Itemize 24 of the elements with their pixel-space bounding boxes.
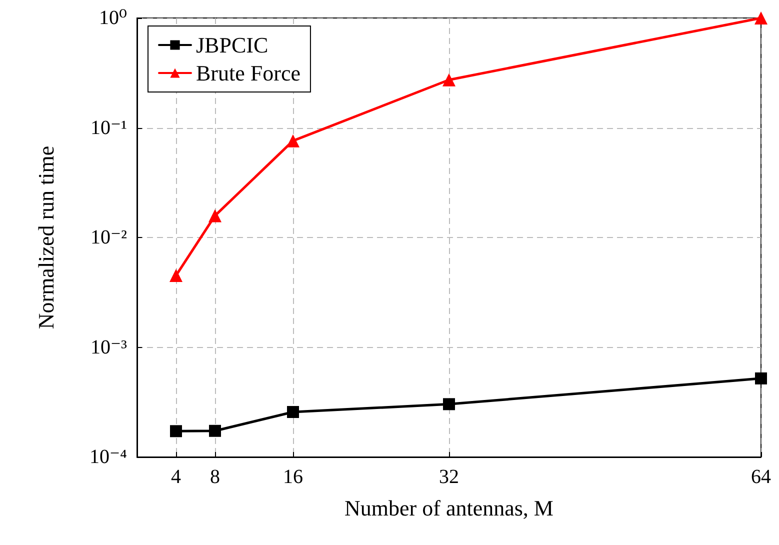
point [754, 12, 768, 24]
x-tick-label: 4 [171, 466, 181, 488]
x-tick-label: 16 [283, 466, 303, 488]
point [208, 209, 222, 222]
point [170, 425, 182, 438]
legend-label: Brute Force [196, 60, 300, 86]
y-tick-label: 10⁻² [90, 226, 127, 248]
y-tick-label: 10⁻⁴ [89, 446, 128, 468]
y-tick-label: 10⁻¹ [90, 116, 127, 139]
point [170, 269, 182, 282]
point [209, 424, 221, 437]
y-tick-label: 10⁰ [98, 7, 127, 29]
point [286, 134, 300, 148]
x-tick-label: 8 [210, 466, 220, 488]
point [443, 398, 455, 410]
x-tick-label: 32 [439, 466, 459, 488]
point [755, 372, 767, 384]
legend-label: JBPCIC [196, 32, 268, 58]
x-axis-title: Number of antennas, M [344, 496, 554, 520]
y-axis-title: Normalized run time [34, 146, 58, 330]
point [287, 406, 299, 418]
x-tick-label: 64 [751, 466, 771, 488]
y-tick-label: 10⁻³ [90, 336, 127, 358]
point [442, 73, 456, 86]
